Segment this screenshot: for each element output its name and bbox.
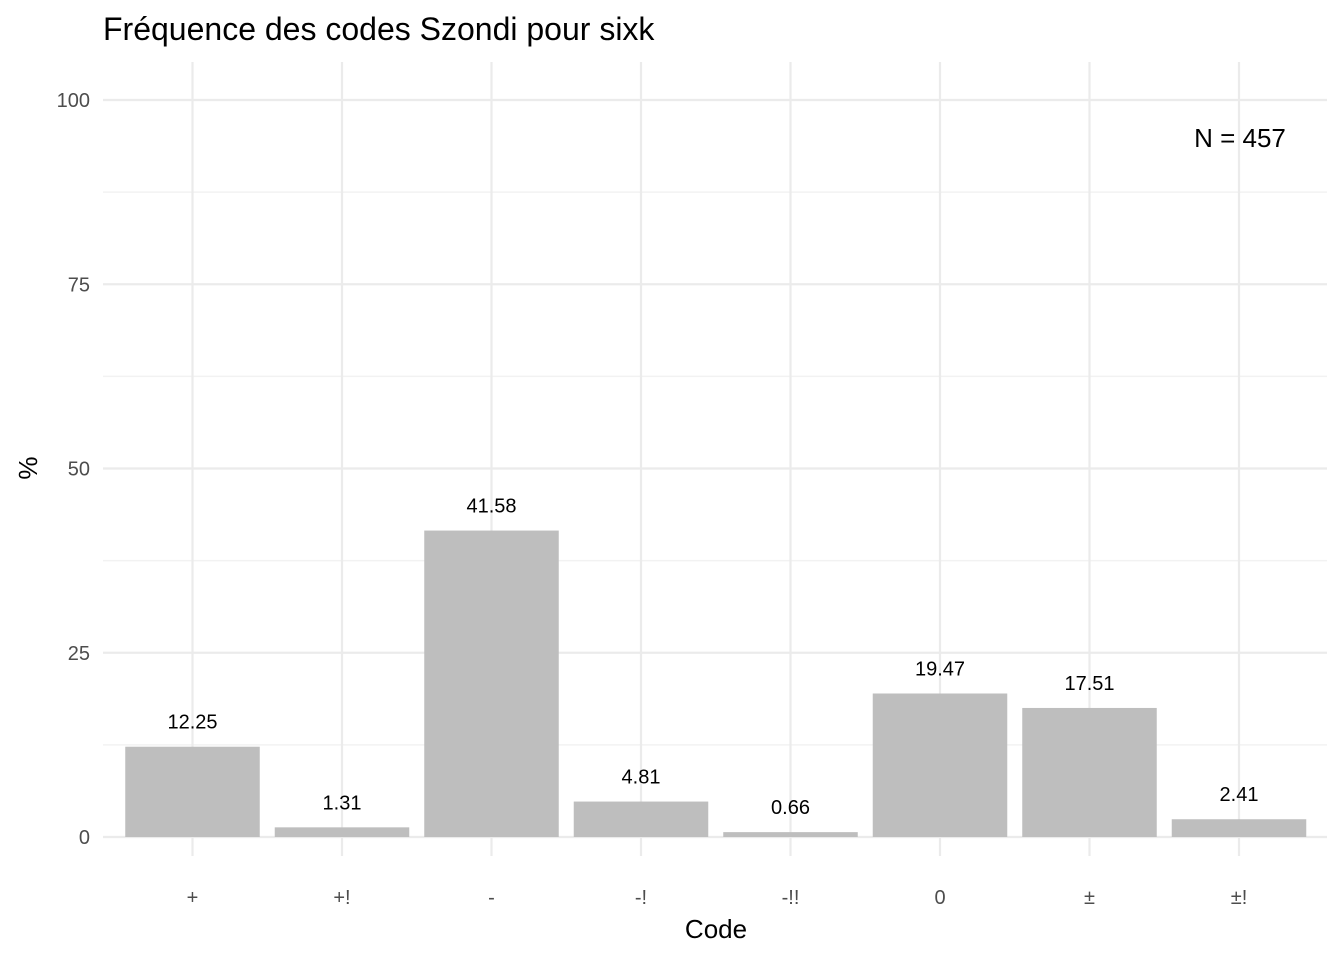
x-axis-title: Code [685,914,747,944]
grid-layer [103,62,1327,856]
data-label-8: 2.41 [1220,784,1259,806]
data-label-7: 17.51 [1064,673,1114,695]
y-tick-label: 0 [79,827,90,849]
x-tick-label: - [488,887,495,909]
data-label-3: 41.58 [466,496,516,518]
x-tick-label: ± [1084,887,1095,909]
chart-title: Fréquence des codes Szondi pour sixk [103,11,655,47]
label-layer: 12.25 1.31 41.58 4.81 0.66 19.47 17.51 2.41 [167,496,1258,820]
y-tick-label: 100 [57,90,90,112]
bar-3 [424,530,559,837]
y-tick-label: 50 [68,459,90,481]
y-tick-label: 75 [68,274,90,296]
bar-8 [1171,819,1307,837]
bar-6 [872,693,1008,837]
bar-7 [1022,707,1157,837]
bar-1 [125,746,260,837]
bar-5 [723,832,858,837]
y-axis-title: % [13,456,43,479]
bar-2 [274,827,410,837]
x-tick-label: ±! [1231,887,1248,909]
data-label-1: 12.25 [167,712,217,734]
x-tick-label: -! [635,887,647,909]
tick-layer: + +! - -! -!! 0 ± ±! 0 25 50 75 100 [57,90,1248,909]
x-tick-label: -!! [782,887,800,909]
sample-size-annotation: N = 457 [1194,123,1286,153]
data-label-2: 1.31 [323,792,362,814]
data-label-5: 0.66 [771,797,810,819]
data-label-6: 19.47 [915,659,965,681]
bar-layer [125,530,1307,837]
x-tick-label: + [187,887,199,909]
x-tick-label: 0 [934,887,945,909]
data-label-4: 4.81 [622,767,661,789]
x-tick-label: +! [333,887,350,909]
y-tick-label: 25 [68,643,90,665]
bar-4 [573,801,709,837]
